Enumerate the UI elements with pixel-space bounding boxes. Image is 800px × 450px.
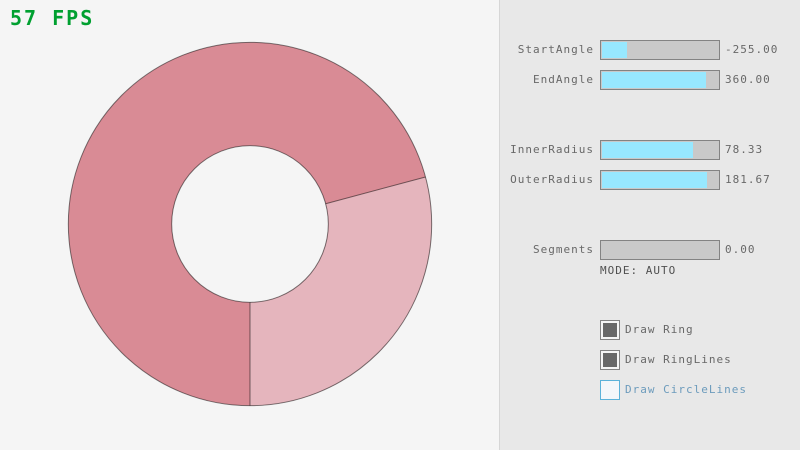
checkbox-row-draw-ring: Draw Ring bbox=[500, 320, 800, 340]
segments-value: 0.00 bbox=[725, 243, 756, 256]
innerradius-slider[interactable] bbox=[600, 140, 720, 160]
endangle-label: EndAngle bbox=[533, 73, 594, 86]
outerradius-label: OuterRadius bbox=[510, 173, 594, 186]
mode-label: MODE: AUTO bbox=[600, 264, 677, 277]
slider-row-segments: Segments 0.00 bbox=[500, 240, 800, 260]
draw-ring-checkmark bbox=[603, 323, 617, 337]
slider-row-innerradius: InnerRadius 78.33 bbox=[500, 140, 800, 160]
fps-counter: 57 FPS bbox=[10, 6, 95, 30]
draw-ringlines-label: Draw RingLines bbox=[625, 353, 732, 366]
ring-inner-outline bbox=[171, 145, 329, 303]
segments-label: Segments bbox=[533, 243, 594, 256]
control-panel: StartAngle -255.00 EndAngle 360.00 Inner… bbox=[500, 0, 800, 450]
slider-row-outerradius: OuterRadius 181.67 bbox=[500, 170, 800, 190]
slider-row-startangle: StartAngle -255.00 bbox=[500, 40, 800, 60]
endangle-slider[interactable] bbox=[600, 70, 720, 90]
startangle-label: StartAngle bbox=[517, 43, 594, 56]
ring-single-pass-region bbox=[250, 176, 432, 406]
startangle-slider[interactable] bbox=[600, 40, 720, 60]
endangle-value: 360.00 bbox=[725, 73, 771, 86]
startangle-slider-fill bbox=[602, 42, 628, 58]
segments-slider[interactable] bbox=[600, 240, 720, 260]
outerradius-value: 181.67 bbox=[725, 173, 771, 186]
innerradius-value: 78.33 bbox=[725, 143, 764, 156]
draw-ringlines-checkbox[interactable] bbox=[600, 350, 620, 370]
checkbox-row-draw-ringlines: Draw RingLines bbox=[500, 350, 800, 370]
outerradius-slider-fill bbox=[602, 172, 708, 188]
draw-circlelines-label: Draw CircleLines bbox=[625, 383, 747, 396]
innerradius-slider-fill bbox=[602, 142, 693, 158]
outerradius-slider[interactable] bbox=[600, 170, 720, 190]
checkbox-row-draw-circlelines: Draw CircleLines bbox=[500, 380, 800, 400]
ring-start-cap-line bbox=[325, 176, 426, 205]
slider-row-endangle: EndAngle 360.00 bbox=[500, 70, 800, 90]
innerradius-label: InnerRadius bbox=[510, 143, 594, 156]
panel-divider bbox=[499, 0, 500, 450]
draw-circlelines-checkbox[interactable] bbox=[600, 380, 620, 400]
startangle-value: -255.00 bbox=[725, 43, 779, 56]
draw-ringlines-checkmark bbox=[603, 353, 617, 367]
draw-ring-label: Draw Ring bbox=[625, 323, 694, 336]
draw-ring-checkbox[interactable] bbox=[600, 320, 620, 340]
endangle-slider-fill bbox=[602, 72, 707, 88]
